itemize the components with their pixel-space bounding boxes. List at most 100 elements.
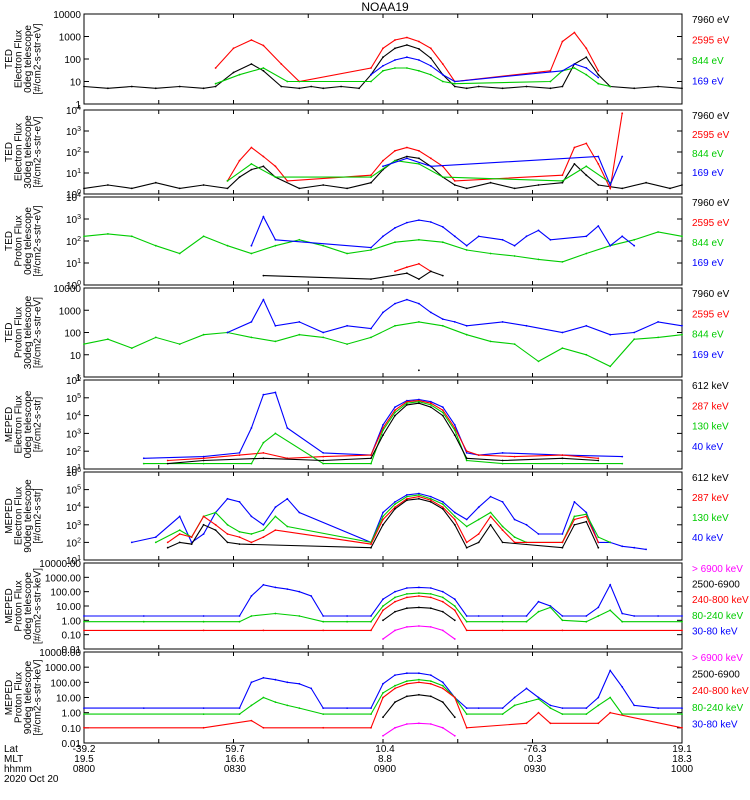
- y-tick-label: 10: [70, 351, 82, 362]
- data-point: [501, 238, 504, 241]
- data-point: [537, 711, 540, 714]
- data-point: [370, 249, 372, 251]
- data-point: [250, 252, 253, 255]
- data-point: [561, 541, 564, 544]
- series-line: [382, 722, 456, 737]
- data-point: [274, 586, 277, 589]
- legend-entry: 612 keV: [692, 381, 729, 392]
- data-point: [322, 462, 325, 465]
- data-point: [298, 511, 301, 514]
- data-point: [262, 523, 265, 526]
- x-axis-labels: Lat MLT hhmm 2020 Oct 20 -39.2 59.7 10.4…: [4, 744, 694, 785]
- data-point: [178, 515, 181, 518]
- data-point: [238, 73, 241, 76]
- data-point: [262, 165, 265, 168]
- data-point: [441, 596, 444, 599]
- data-point: [657, 85, 659, 88]
- data-point: [238, 707, 241, 709]
- data-point: [645, 548, 647, 551]
- data-point: [429, 607, 432, 610]
- legend-entry: 169 eV: [692, 77, 724, 88]
- data-point: [633, 87, 636, 90]
- data-point: [370, 176, 372, 179]
- data-point: [83, 235, 85, 238]
- data-point: [394, 39, 396, 41]
- data-point: [394, 600, 396, 603]
- data-point: [669, 187, 671, 190]
- data-point: [238, 713, 241, 715]
- data-point: [453, 85, 456, 88]
- data-point: [166, 541, 169, 544]
- data-point: [190, 536, 193, 538]
- data-point: [250, 321, 253, 323]
- series-line: [370, 56, 599, 83]
- data-point: [286, 497, 289, 500]
- data-point: [250, 336, 253, 339]
- data-point: [214, 67, 217, 69]
- data-point: [441, 414, 444, 417]
- data-point: [525, 324, 528, 327]
- data-point: [382, 427, 384, 429]
- data-point: [465, 713, 468, 715]
- y-tick-label: 106: [66, 375, 81, 387]
- plot-frame: [83, 109, 683, 195]
- data-point: [453, 523, 456, 526]
- data-point: [298, 615, 301, 617]
- data-point: [250, 146, 253, 149]
- y-axis-label: TEDElectron Flux0deg telescope[#/cm2-s-s…: [4, 23, 44, 94]
- data-point: [585, 165, 588, 168]
- data-point: [441, 681, 444, 684]
- legend-entry: 240-800 keV: [692, 686, 749, 697]
- data-point: [202, 462, 205, 465]
- panels: 1 10 100 1000 10000 TEDElectron Flux0deg tele…: [4, 10, 749, 750]
- data-point: [250, 541, 253, 544]
- data-point: [609, 696, 612, 699]
- data-point: [418, 595, 420, 597]
- data-point: [262, 155, 265, 158]
- data-point: [465, 518, 468, 521]
- data-point: [561, 40, 564, 43]
- data-point: [250, 533, 253, 535]
- data-point: [418, 59, 420, 61]
- data-point: [501, 713, 504, 715]
- data-point: [250, 462, 253, 465]
- data-point: [394, 610, 396, 613]
- data-point: [441, 501, 444, 503]
- data-point: [597, 184, 600, 186]
- data-point: [501, 459, 504, 462]
- data-point: [202, 707, 205, 709]
- data-point: [561, 181, 564, 184]
- data-point: [394, 149, 396, 152]
- y-tick-label: 100.00: [50, 588, 81, 599]
- data-point: [561, 85, 564, 88]
- data-point: [573, 518, 576, 521]
- data-point: [429, 497, 432, 500]
- data-point: [441, 610, 444, 613]
- y-axis-label: MEPEDElectron Flux90deg telescope[#/cm2-…: [4, 479, 44, 553]
- data-point: [250, 595, 253, 597]
- lat-tick: -76.3: [524, 744, 547, 755]
- date-label: 2020 Oct 20: [4, 774, 59, 785]
- data-point: [465, 546, 468, 549]
- data-point: [441, 409, 444, 412]
- data-point: [585, 515, 588, 518]
- data-point: [322, 713, 325, 715]
- data-point: [226, 331, 229, 334]
- data-point: [573, 523, 576, 526]
- data-point: [382, 511, 384, 514]
- data-point: [262, 393, 265, 396]
- data-point: [394, 409, 396, 412]
- data-point: [238, 454, 241, 456]
- data-point: [274, 238, 277, 241]
- data-point: [561, 533, 564, 535]
- data-point: [298, 333, 301, 336]
- data-point: [322, 629, 325, 632]
- data-point: [142, 457, 145, 460]
- data-point: [394, 629, 396, 632]
- data-point: [441, 241, 444, 244]
- data-point: [513, 536, 516, 538]
- data-point: [477, 707, 480, 709]
- data-point: [549, 238, 552, 241]
- data-point: [250, 163, 253, 165]
- panel-2: 100 101 102 103 104 TEDElectron Flux30deg tel…: [4, 105, 730, 201]
